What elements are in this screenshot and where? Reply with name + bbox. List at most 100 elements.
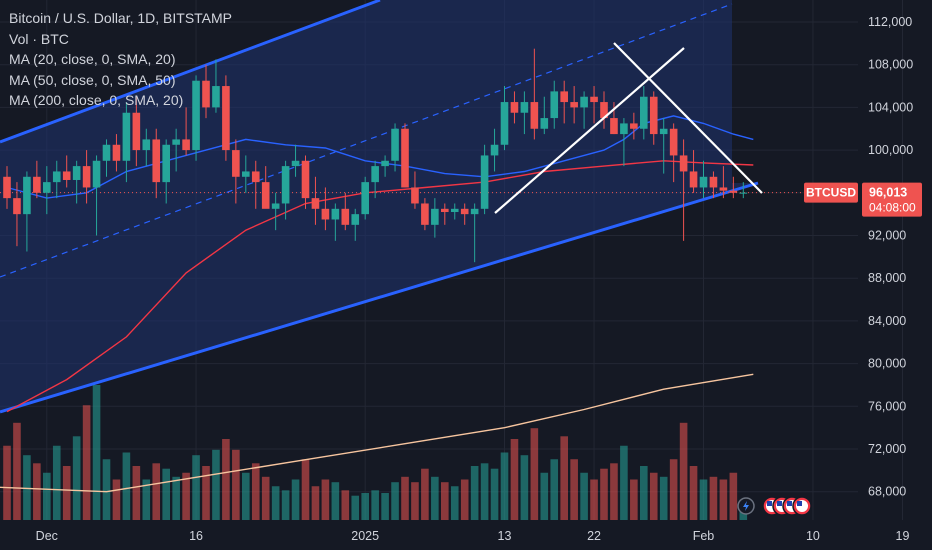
volume-bar xyxy=(162,468,170,520)
candle-body xyxy=(162,144,170,183)
symbol-tag xyxy=(804,182,858,203)
candle-body xyxy=(630,123,638,129)
volume-bar xyxy=(361,493,369,520)
volume-bar xyxy=(550,459,559,520)
candle-body xyxy=(13,198,21,215)
chart-legend: Bitcoin / U.S. Dollar, 1D, BITSTAMP Vol … xyxy=(9,8,232,111)
ma50-line xyxy=(6,160,754,413)
candle-body xyxy=(441,208,449,213)
lightning-glyph xyxy=(743,501,749,511)
y-tick-label: 76,000 xyxy=(868,399,906,413)
flag-event-icon-canton xyxy=(767,501,772,506)
candle-body xyxy=(699,176,708,188)
candle-body xyxy=(470,208,479,215)
volume-bar xyxy=(679,422,688,520)
trendline-falling xyxy=(613,42,763,194)
x-tick-label: 2025 xyxy=(351,529,379,543)
volume-bar xyxy=(649,472,658,520)
candle-body xyxy=(261,182,270,209)
volume-bar xyxy=(222,439,230,520)
candle-body xyxy=(43,182,51,193)
candle-body xyxy=(281,166,290,204)
volume-bar xyxy=(192,455,200,520)
x-tick-label: Dec xyxy=(36,529,58,543)
candle-body xyxy=(341,208,350,225)
volume-bar xyxy=(510,439,519,520)
candle-body xyxy=(510,102,519,113)
candle-body xyxy=(719,187,728,191)
y-tick-label: 112,000 xyxy=(868,15,912,29)
volume-bar xyxy=(411,482,419,520)
candle-body xyxy=(251,171,260,183)
legend-ma50[interactable]: MA (50, close, 0, SMA, 50) xyxy=(9,71,176,88)
volume-bar xyxy=(242,472,250,520)
candle-body xyxy=(401,128,409,188)
legend-volume[interactable]: Vol · BTC xyxy=(9,30,69,47)
candle-body xyxy=(590,96,598,103)
candle-body xyxy=(421,203,429,225)
candle-body xyxy=(52,171,61,183)
volume-bar xyxy=(480,463,489,520)
candle-body xyxy=(391,128,399,161)
candle-body xyxy=(490,144,499,156)
volume-bar xyxy=(441,482,449,520)
volume-bar xyxy=(460,479,469,520)
y-tick-label: 92,000 xyxy=(868,229,906,243)
candle-body xyxy=(689,171,698,188)
channel-fill xyxy=(0,0,758,412)
volume-bar xyxy=(341,490,350,520)
candle-body xyxy=(232,150,240,177)
candle-body xyxy=(679,155,688,172)
candle-body xyxy=(709,176,718,188)
y-tick-label: 68,000 xyxy=(868,485,906,499)
volume-bar xyxy=(321,479,330,520)
candle-body xyxy=(520,102,529,113)
legend-ma20[interactable]: MA (20, close, 0, SMA, 20) xyxy=(9,51,176,67)
candle-body xyxy=(291,160,300,167)
candle-body xyxy=(649,96,658,135)
volume-bar xyxy=(630,479,638,520)
y-tick-label: 72,000 xyxy=(868,442,906,456)
volume-bar xyxy=(291,479,300,520)
volume-bar xyxy=(142,479,151,520)
volume-bar xyxy=(102,459,111,520)
x-tick-label: 22 xyxy=(587,529,601,543)
x-tick-label: 13 xyxy=(498,529,512,543)
trendline-rising xyxy=(494,47,685,214)
candle-body xyxy=(480,155,489,209)
volume-bar xyxy=(202,466,210,520)
volume-bar xyxy=(431,476,439,520)
volume-bar xyxy=(590,479,598,520)
volume-bar xyxy=(530,428,539,520)
volume-bar xyxy=(500,452,509,520)
candle-body xyxy=(321,208,330,220)
volume-bar xyxy=(610,463,618,520)
candle-body xyxy=(33,176,41,193)
candle-body xyxy=(550,91,559,119)
candle-body xyxy=(92,160,101,188)
legend-ma200[interactable]: MA (200, close, 0, SMA, 20) xyxy=(9,92,184,108)
volume-bar xyxy=(351,495,360,520)
candle-body xyxy=(172,139,180,145)
candle-body xyxy=(142,139,151,151)
y-tick-label: 84,000 xyxy=(868,314,906,328)
candle-body xyxy=(500,102,509,145)
channel-upper-line xyxy=(0,0,381,144)
candle-body xyxy=(530,102,539,129)
volume-bar xyxy=(689,466,698,520)
candle-body xyxy=(431,208,439,225)
volume-bar xyxy=(72,436,81,520)
flag-event-icon-canton xyxy=(777,501,782,506)
x-tick-label: Feb xyxy=(693,529,715,543)
volume-bar xyxy=(152,463,161,520)
volume-bar xyxy=(709,476,718,520)
candle-body xyxy=(659,128,668,135)
volume-bar xyxy=(371,490,379,520)
chart-title[interactable]: Bitcoin / U.S. Dollar, 1D, BITSTAMP xyxy=(9,10,233,26)
x-tick-label: 16 xyxy=(189,529,203,543)
volume-bar xyxy=(669,459,678,520)
candle-body xyxy=(540,118,549,129)
candle-body xyxy=(311,198,320,209)
